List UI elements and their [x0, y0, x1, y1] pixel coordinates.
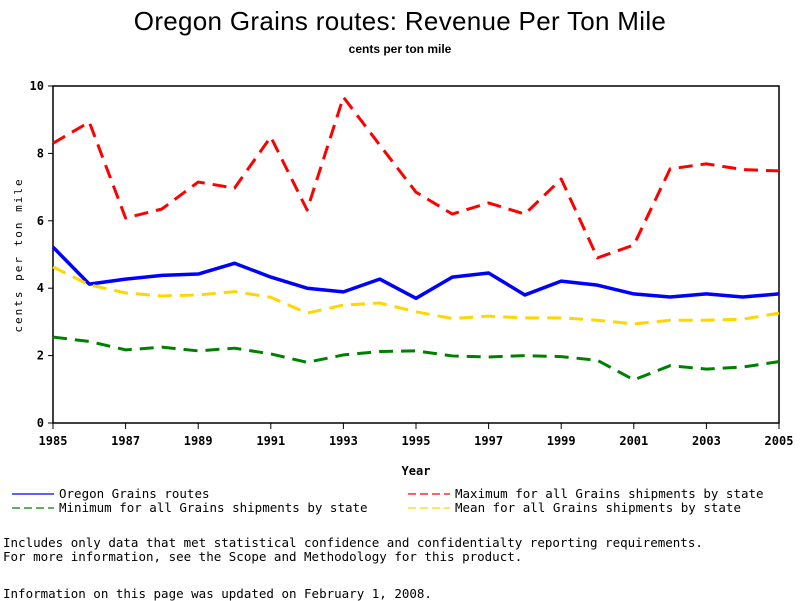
series-line-maximum-for-all-grains-shipments-by-state: [52, 95, 780, 260]
y-tick-label: 4: [37, 281, 44, 295]
last-updated: Information on this page was updated on …: [3, 586, 432, 601]
y-tick-label: 10: [30, 79, 44, 93]
chart-subtitle: cents per ton mile: [348, 42, 452, 56]
series-line-minimum-for-all-grains-shipments-by-state: [52, 335, 780, 382]
x-axis: 1985 1987 1989 1991 1993 1995 1997 1999 2001 2003…: [39, 423, 794, 448]
y-tick-label: 8: [37, 146, 44, 160]
x-tick-label: 2001: [619, 434, 648, 448]
y-axis: 0 2 4 6 8 10: [30, 79, 53, 430]
y-tick-label: 2: [37, 349, 44, 363]
x-tick-label: 2005: [765, 434, 794, 448]
legend-label: Oregon Grains routes: [59, 486, 210, 501]
x-tick-label: 1997: [474, 434, 503, 448]
x-tick-label: 1995: [402, 434, 431, 448]
x-tick-label: 1987: [111, 434, 140, 448]
series-line-oregon-grains-routes: [51, 245, 780, 301]
y-tick-label: 0: [37, 416, 44, 430]
chart-title: Oregon Grains routes: Revenue Per Ton Mi…: [133, 6, 667, 36]
plot-border: [52, 85, 780, 424]
plot-frame: [52, 85, 780, 424]
series-line-mean-for-all-grains-shipments-by-state: [52, 265, 780, 326]
footnote-confidence: Includes only data that met statistical …: [3, 535, 703, 550]
y-axis-title: cents per ton mile: [12, 177, 25, 332]
legend-label: Mean for all Grains shipments by state: [455, 500, 741, 515]
x-tick-label: 2003: [692, 434, 721, 448]
legend-label: Minimum for all Grains shipments by stat…: [59, 500, 368, 515]
x-axis-title: Year: [402, 464, 431, 478]
x-tick-label: 1989: [184, 434, 213, 448]
series-group: [51, 95, 780, 382]
legend-label: Maximum for all Grains shipments by stat…: [455, 486, 764, 501]
x-tick-label: 1991: [256, 434, 285, 448]
x-tick-label: 1993: [329, 434, 358, 448]
x-tick-label: 1985: [39, 434, 68, 448]
y-tick-label: 6: [37, 214, 44, 228]
x-tick-label: 1999: [547, 434, 576, 448]
footnote-methodology: For more information, see the Scope and …: [3, 549, 523, 564]
